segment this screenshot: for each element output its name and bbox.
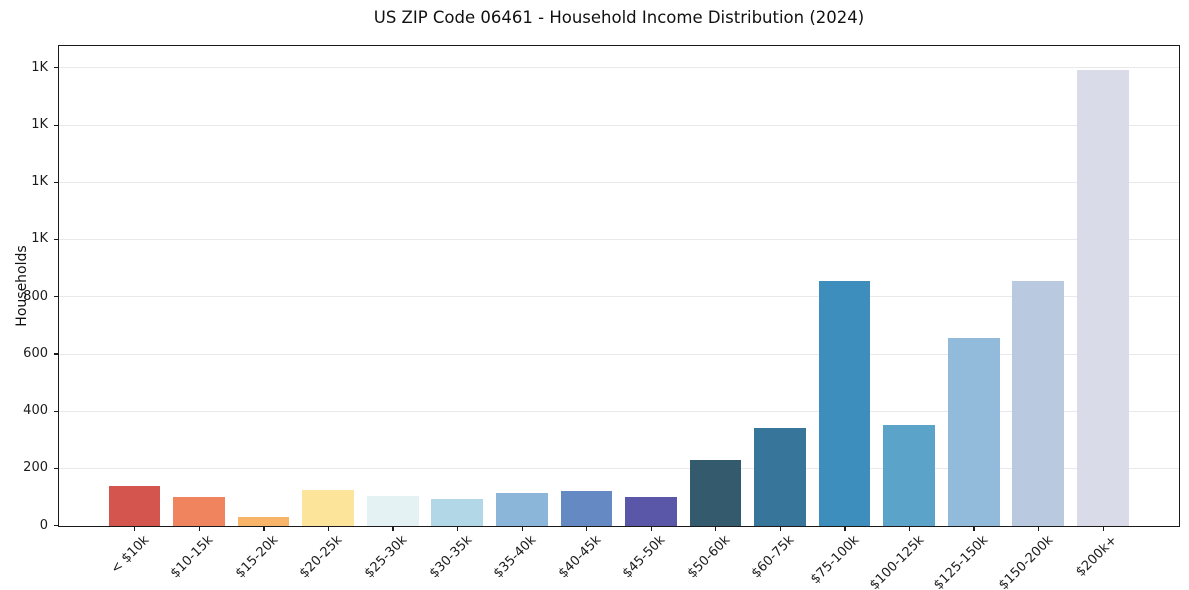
bar-2025k	[302, 489, 354, 526]
bar-200k	[1077, 70, 1129, 526]
y-gridline	[59, 353, 1179, 355]
y-tick-label: 1K	[31, 59, 48, 75]
y-tick-mark	[54, 124, 58, 126]
x-tick-mark	[1102, 527, 1104, 531]
x-tick-mark	[779, 527, 781, 531]
x-tick-mark	[586, 527, 588, 531]
y-tick-mark	[54, 67, 58, 69]
y-tick-mark	[54, 238, 58, 241]
bar-6075k	[754, 428, 806, 526]
y-gridline	[59, 67, 1179, 69]
bar-100125k	[883, 424, 936, 526]
y-tick-label: 200	[23, 460, 48, 476]
x-tick-mark	[457, 527, 459, 531]
y-tick-label: 400	[23, 403, 48, 419]
x-tick-mark	[1038, 527, 1040, 531]
bar-3035k	[431, 498, 484, 526]
x-tick-mark	[392, 527, 394, 531]
y-tick-label: 0	[39, 517, 48, 533]
y-tick-label: 1K	[31, 117, 48, 132]
y-tick-label: 1K	[31, 231, 48, 247]
bar-150200k	[1012, 281, 1065, 526]
y-gridline	[59, 468, 1179, 470]
bar-2530k	[366, 496, 419, 526]
bar-125150k	[947, 337, 1000, 526]
y-gridline	[59, 410, 1179, 412]
x-tick-label: < $10k	[108, 532, 153, 577]
x-tick-mark	[844, 527, 846, 531]
y-gridline	[59, 239, 1179, 241]
y-tick-mark	[54, 467, 58, 470]
y-gridline	[59, 181, 1179, 183]
x-tick-mark	[521, 527, 523, 531]
y-tick-mark	[54, 525, 58, 527]
y-tick-mark	[54, 296, 58, 298]
y-tick-mark	[54, 353, 58, 355]
x-tick-mark	[263, 527, 265, 531]
bar-4550k	[625, 497, 677, 526]
bar-1520k	[237, 517, 290, 526]
y-tick-mark	[54, 181, 58, 183]
bar-10k	[108, 485, 161, 526]
bar-1015k	[173, 497, 225, 526]
y-tick-mark	[54, 410, 58, 412]
y-axis-label: Households	[14, 245, 30, 327]
y-gridline	[59, 296, 1179, 298]
bar-4045k	[560, 491, 613, 526]
bar-5060k	[689, 460, 742, 526]
bar-75100k	[818, 281, 871, 526]
x-tick-mark	[134, 527, 136, 531]
x-tick-mark	[327, 527, 330, 531]
y-tick-label: 1K	[31, 174, 48, 190]
x-tick-mark	[908, 527, 911, 531]
x-tick-mark	[650, 527, 652, 531]
x-tick-mark	[198, 527, 200, 531]
x-tick-mark	[715, 527, 717, 531]
chart-title: US ZIP Code 06461 - Household Income Dis…	[373, 8, 865, 27]
plot-area	[58, 45, 1180, 527]
bar-3540k	[496, 493, 548, 526]
x-tick-mark	[973, 527, 975, 531]
y-tick-label: 600	[23, 345, 48, 361]
y-tick-label: 800	[23, 288, 48, 304]
y-gridline	[59, 124, 1179, 126]
